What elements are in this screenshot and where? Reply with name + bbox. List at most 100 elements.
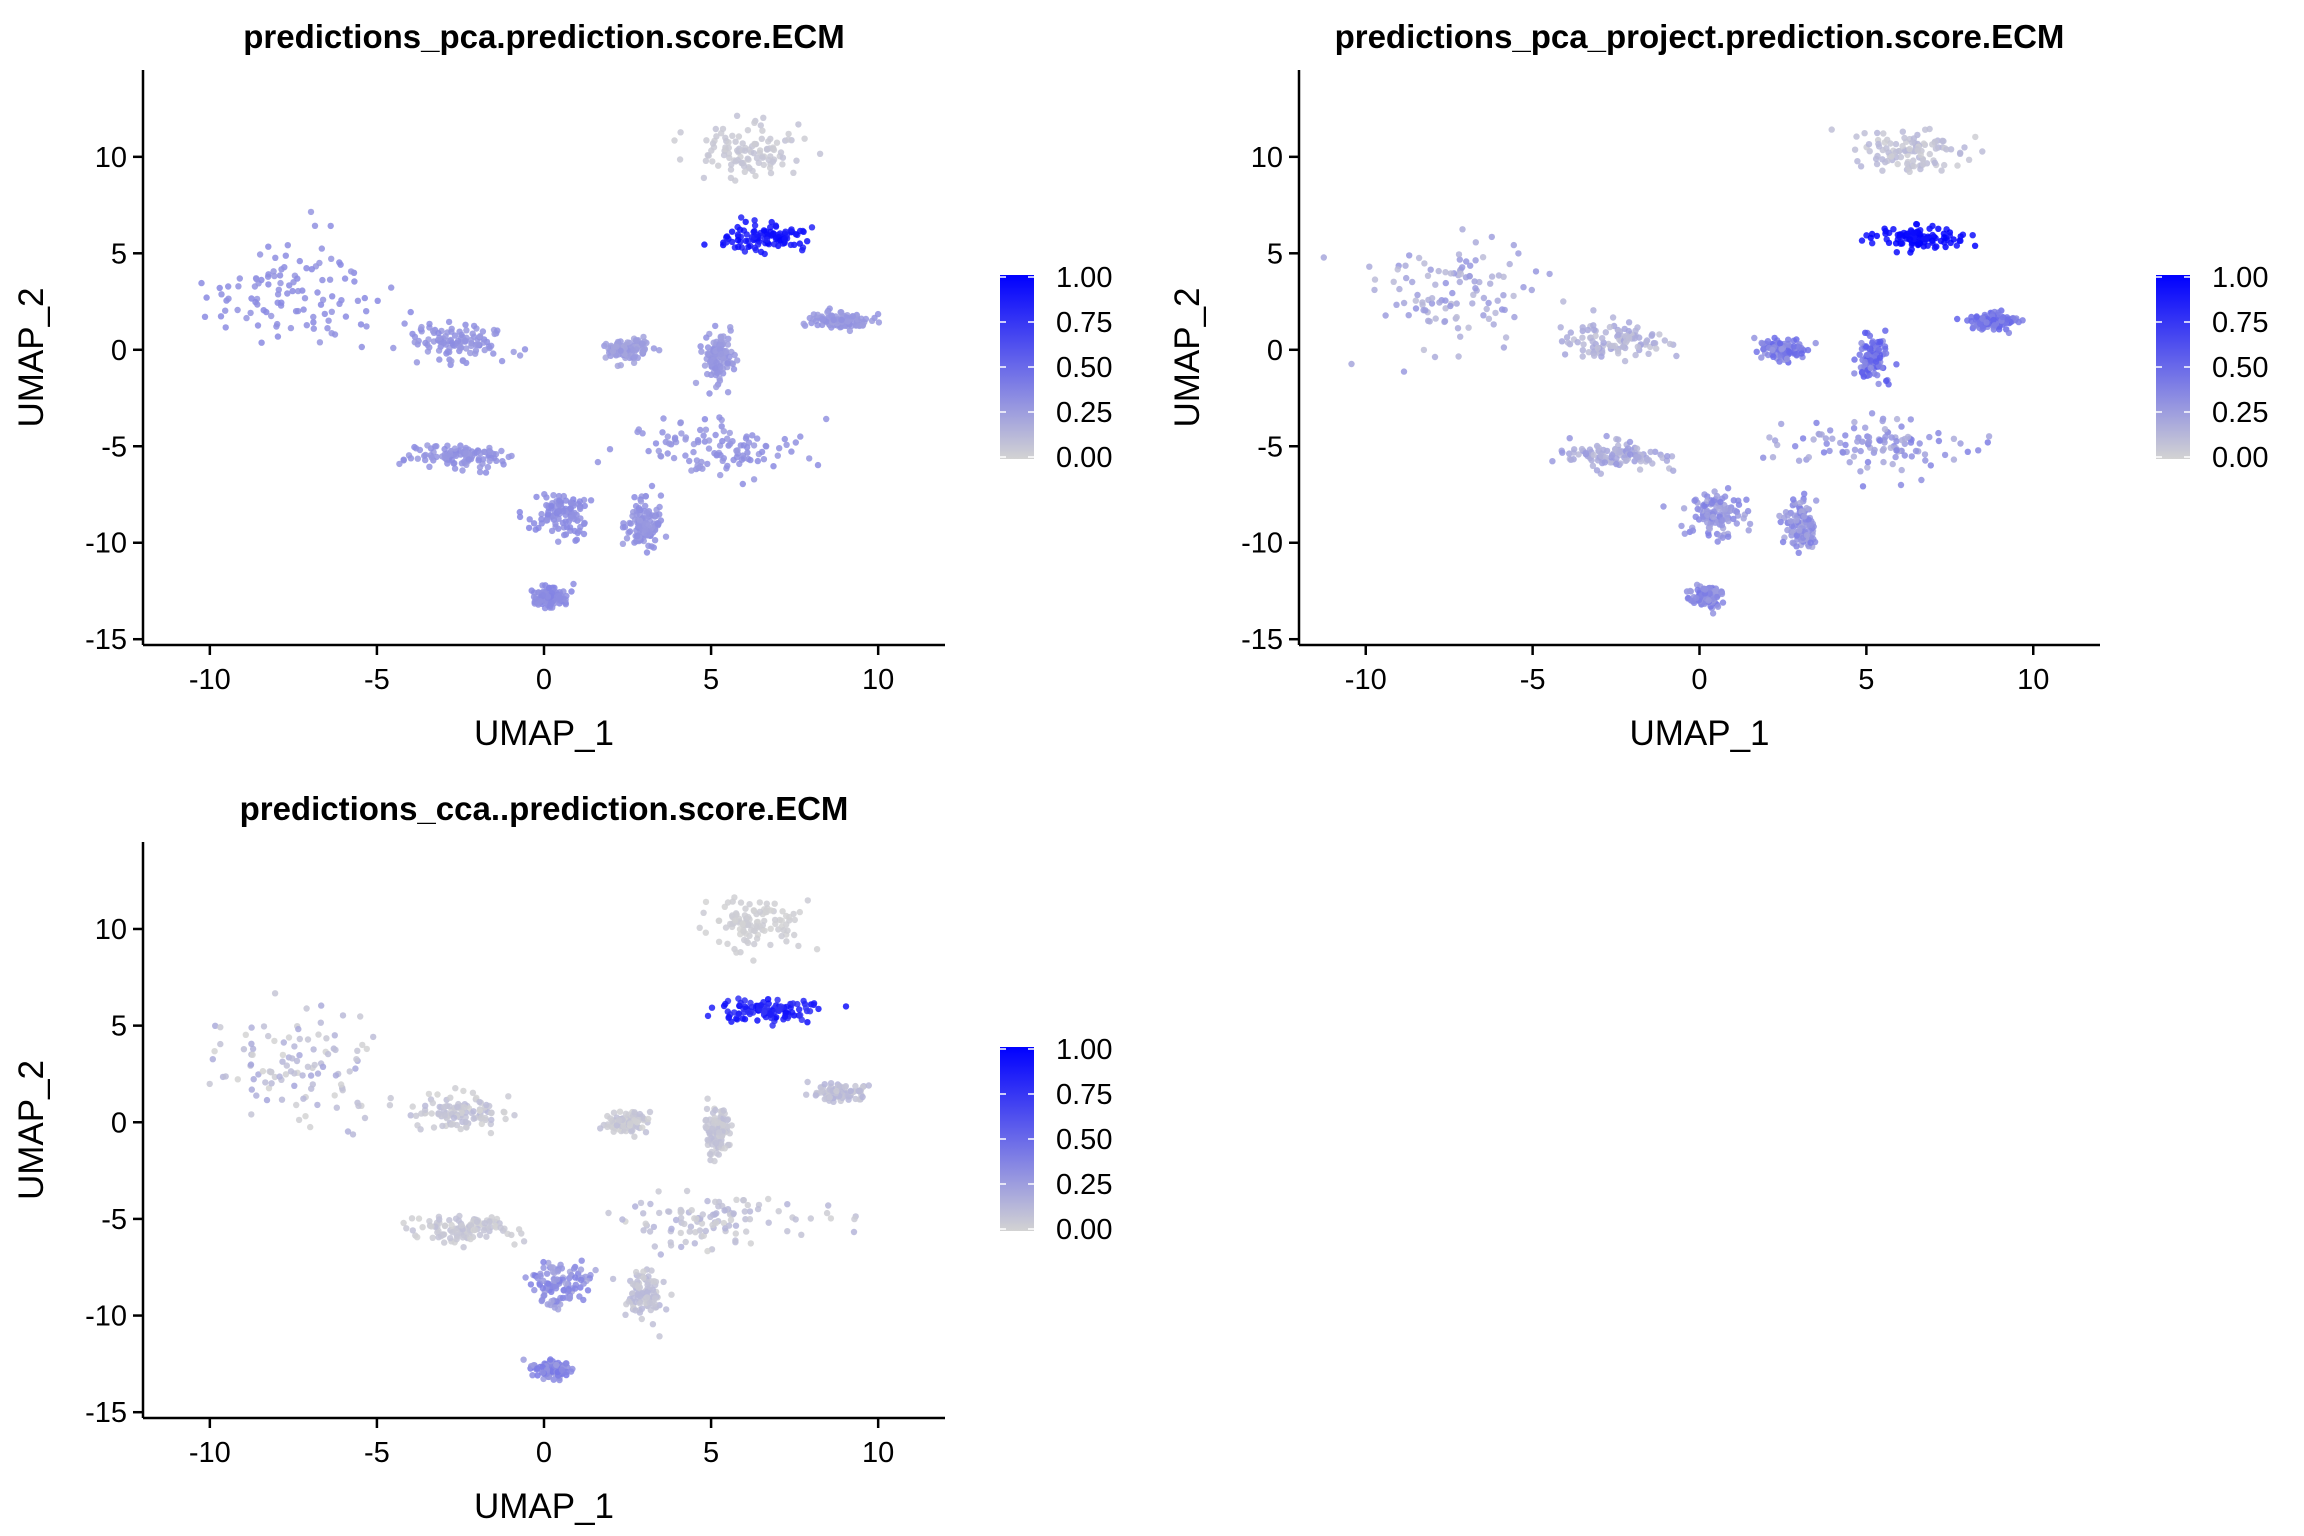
y-tick-label: -5 — [101, 1204, 127, 1236]
cell-point — [217, 1040, 224, 1048]
cell-point — [1851, 370, 1858, 377]
cell-point — [476, 333, 484, 340]
cell-point — [441, 1239, 448, 1246]
cell-point — [282, 1071, 290, 1078]
cell-point — [796, 240, 803, 247]
cell-point — [642, 493, 649, 500]
cell-point — [1839, 449, 1847, 456]
cell-point — [1957, 233, 1964, 240]
cell-point — [626, 528, 634, 535]
cell-point — [294, 287, 302, 295]
cell-point — [562, 1360, 570, 1367]
cell-point — [830, 316, 837, 324]
cell-point — [784, 927, 791, 934]
cell-point — [656, 511, 663, 518]
cell-point — [650, 1290, 657, 1297]
cell-point — [740, 162, 748, 170]
cell-point — [796, 1006, 803, 1013]
cell-point — [1785, 336, 1792, 343]
cell-point — [770, 146, 778, 154]
cell-point — [409, 1227, 416, 1234]
cell-point — [800, 320, 807, 327]
cell-point — [1957, 440, 1964, 447]
cell-point — [622, 1110, 630, 1118]
cell-point — [400, 1219, 407, 1227]
cell-point — [260, 1023, 268, 1030]
cell-point — [268, 1069, 275, 1076]
cell-point — [242, 1031, 249, 1039]
cell-point — [1904, 160, 1911, 167]
cell-point — [637, 1199, 645, 1207]
cell-point — [1892, 453, 1899, 461]
cell-point — [849, 312, 856, 320]
cell-point — [619, 540, 627, 547]
cell-point — [422, 339, 429, 347]
cell-point — [631, 1109, 638, 1116]
cell-point — [1466, 272, 1473, 280]
cell-point — [1467, 262, 1474, 269]
cell-point — [1442, 297, 1449, 304]
cell-point — [459, 1234, 466, 1241]
cell-point — [1801, 490, 1808, 497]
cell-point — [704, 370, 711, 378]
cell-point — [767, 925, 774, 932]
cell-point — [732, 138, 739, 145]
cell-point — [763, 900, 770, 907]
cell-point — [660, 415, 667, 422]
cell-point — [1964, 448, 1972, 455]
cell-point — [1571, 446, 1578, 453]
cell-point — [1666, 340, 1674, 348]
cell-point — [1880, 458, 1887, 466]
cell-point — [651, 1295, 659, 1302]
cell-point — [470, 1115, 477, 1122]
cell-point — [1795, 457, 1803, 464]
cell-point — [763, 443, 770, 450]
cell-point — [795, 121, 802, 128]
cell-point — [1733, 520, 1741, 527]
cell-point — [1625, 319, 1633, 326]
cell-point — [508, 1231, 515, 1239]
cell-point — [633, 346, 640, 353]
cell-point — [665, 440, 673, 447]
cell-point — [441, 1103, 448, 1111]
cell-point — [706, 390, 713, 397]
cell-point — [1874, 372, 1881, 379]
cell-point — [515, 1226, 523, 1233]
cell-point — [1691, 497, 1698, 504]
cell-point — [217, 1023, 224, 1031]
cell-point — [532, 526, 539, 533]
cell-point — [1790, 343, 1798, 350]
cell-point — [1818, 431, 1825, 438]
cell-point — [1498, 306, 1506, 313]
cell-point — [1857, 447, 1864, 455]
cell-point — [624, 339, 631, 346]
cell-point — [577, 1276, 585, 1284]
cell-point — [1510, 292, 1517, 300]
cell-point — [756, 147, 764, 154]
cell-point — [1866, 332, 1874, 339]
cell-point — [833, 1087, 840, 1095]
cell-point — [255, 1071, 262, 1078]
umap-panel-2: predictions_pca_project.prediction.score… — [1168, 18, 2268, 753]
cell-point — [620, 1123, 627, 1130]
cell-point — [1760, 346, 1767, 353]
cell-point — [725, 335, 732, 342]
cell-point — [1877, 338, 1884, 345]
cell-point — [788, 226, 795, 233]
cell-point — [1771, 437, 1779, 444]
cell-point — [808, 224, 816, 231]
cell-point — [757, 248, 765, 256]
cell-point — [702, 1227, 709, 1235]
y-axis-label: UMAP_2 — [12, 1060, 51, 1200]
cell-point — [648, 543, 655, 550]
cell-point — [448, 358, 455, 365]
cell-point — [1927, 462, 1935, 469]
cell-point — [310, 319, 317, 326]
cell-point — [1485, 315, 1493, 322]
cell-point — [534, 1274, 541, 1282]
cell-point — [337, 1081, 345, 1088]
cell-point — [1615, 331, 1622, 339]
cell-point — [668, 1291, 675, 1298]
cell-point — [850, 1228, 858, 1236]
cell-point — [1511, 313, 1518, 321]
